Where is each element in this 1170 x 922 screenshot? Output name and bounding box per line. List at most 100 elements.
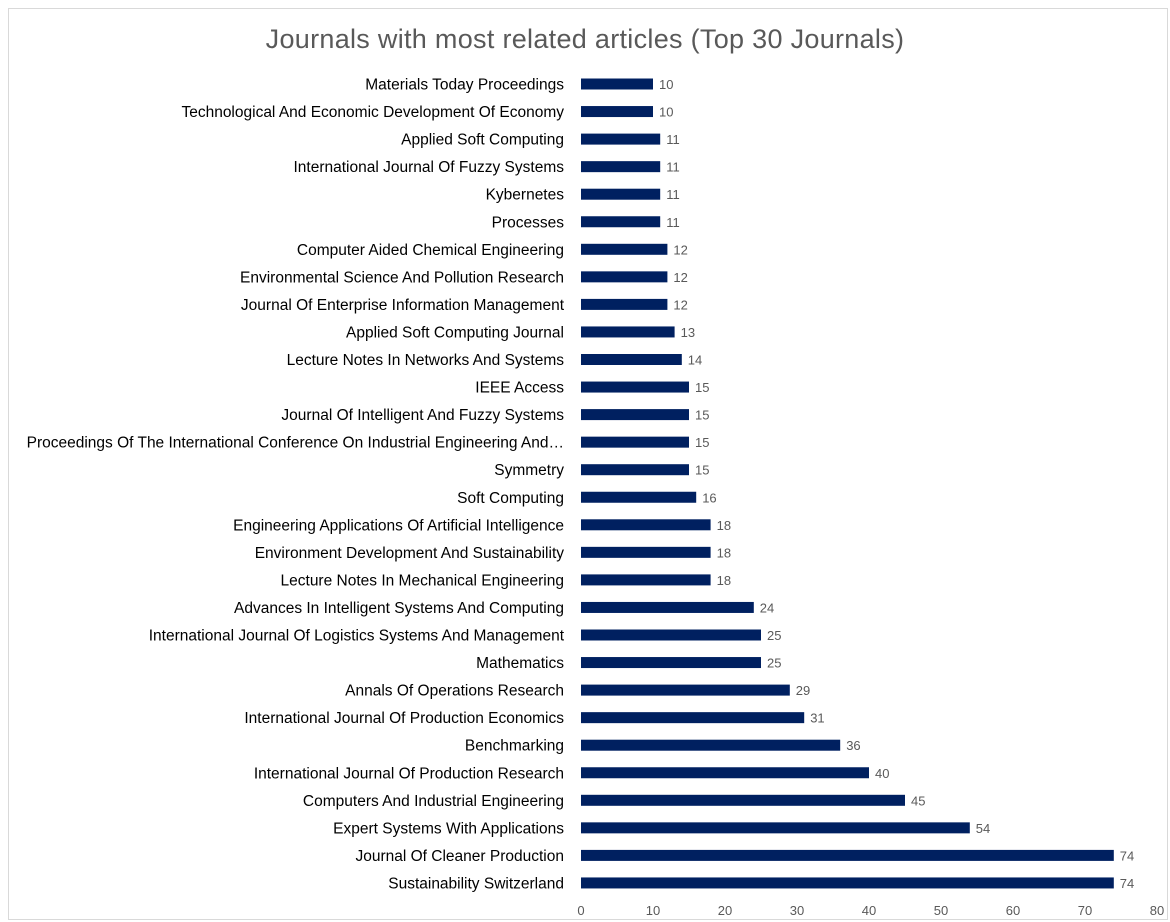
category-label: International Journal Of Production Rese… <box>254 765 564 782</box>
bar <box>581 546 711 558</box>
category-label: Journal Of Cleaner Production <box>355 848 564 865</box>
data-label: 31 <box>810 711 824 726</box>
bar <box>581 78 653 90</box>
data-label: 54 <box>976 821 990 836</box>
category-label: Sustainability Switzerland <box>388 875 564 892</box>
category-label: Applied Soft Computing <box>401 132 564 149</box>
x-tick-label: 0 <box>577 903 584 918</box>
category-label: Lecture Notes In Networks And Systems <box>287 352 565 369</box>
category-label: Technological And Economic Development O… <box>181 104 564 121</box>
category-label: Soft Computing <box>457 490 564 507</box>
bar <box>581 271 668 283</box>
data-label: 25 <box>767 628 781 643</box>
bar <box>581 629 761 641</box>
category-label: Expert Systems With Applications <box>333 820 564 837</box>
category-label: Computer Aided Chemical Engineering <box>297 242 564 259</box>
category-label: IEEE Access <box>475 380 564 397</box>
category-label: Symmetry <box>494 462 564 479</box>
data-label: 14 <box>688 353 702 368</box>
bar <box>581 436 689 448</box>
bar <box>581 574 711 586</box>
data-label: 11 <box>666 187 680 202</box>
category-label: Computers And Industrial Engineering <box>303 793 564 810</box>
data-label: 74 <box>1120 876 1134 891</box>
category-label: Mathematics <box>476 655 564 672</box>
category-label: Journal Of Enterprise Information Manage… <box>241 297 565 314</box>
bar <box>581 684 790 696</box>
x-tick-label: 30 <box>790 903 804 918</box>
bar <box>581 712 805 724</box>
data-label: 15 <box>695 463 709 478</box>
bar <box>581 298 668 310</box>
data-label: 11 <box>666 215 680 230</box>
data-label: 74 <box>1120 848 1134 863</box>
category-label: Annals Of Operations Research <box>345 683 564 700</box>
bar <box>581 767 869 779</box>
category-label: Advances In Intelligent Systems And Comp… <box>234 600 564 617</box>
data-label: 36 <box>846 738 860 753</box>
category-label: Environment Development And Sustainabili… <box>255 545 565 562</box>
bar <box>581 326 675 338</box>
bar <box>581 106 653 118</box>
category-label: International Journal Of Fuzzy Systems <box>293 159 564 176</box>
bar <box>581 739 841 751</box>
data-label: 18 <box>717 518 731 533</box>
x-tick-label: 70 <box>1078 903 1092 918</box>
category-label: Kybernetes <box>486 187 565 204</box>
bar <box>581 381 689 393</box>
data-label: 10 <box>659 77 673 92</box>
data-label: 15 <box>695 380 709 395</box>
bar <box>581 216 661 228</box>
chart-title: Journals with most related articles (Top… <box>265 24 905 54</box>
x-tick-label: 80 <box>1150 903 1164 918</box>
bar <box>581 133 661 145</box>
x-tick-label: 60 <box>1006 903 1020 918</box>
bar <box>581 243 668 255</box>
category-label: International Journal Of Production Econ… <box>244 710 564 727</box>
bar <box>581 354 682 365</box>
bar <box>581 519 711 531</box>
category-label: Proceedings Of The International Confere… <box>27 435 564 452</box>
data-label: 29 <box>796 683 810 698</box>
bar <box>581 822 970 834</box>
bar <box>581 601 754 613</box>
data-label: 25 <box>767 656 781 671</box>
data-label: 40 <box>875 766 889 781</box>
data-label: 18 <box>717 573 731 588</box>
category-label: Lecture Notes In Mechanical Engineering <box>281 572 564 589</box>
x-tick-label: 50 <box>934 903 948 918</box>
data-label: 12 <box>673 242 687 257</box>
data-label: 16 <box>702 490 716 505</box>
bar <box>581 657 761 669</box>
bar <box>581 794 905 806</box>
category-label: International Journal Of Logistics Syste… <box>149 628 565 645</box>
data-label: 11 <box>666 160 680 175</box>
bar <box>581 849 1114 861</box>
data-label: 15 <box>695 408 709 423</box>
x-tick-label: 10 <box>646 903 660 918</box>
bar <box>581 877 1114 889</box>
bar <box>581 491 697 503</box>
category-label: Processes <box>492 214 565 231</box>
category-label: Materials Today Proceedings <box>365 77 564 94</box>
bar <box>581 188 661 200</box>
bar <box>581 409 689 421</box>
data-label: 24 <box>760 600 774 615</box>
x-tick-label: 20 <box>718 903 732 918</box>
data-label: 13 <box>681 325 695 340</box>
category-label: Journal Of Intelligent And Fuzzy Systems <box>281 407 564 424</box>
bar <box>581 161 661 173</box>
bar <box>581 464 689 476</box>
x-tick-label: 40 <box>862 903 876 918</box>
category-label: Environmental Science And Pollution Rese… <box>240 269 564 286</box>
data-label: 11 <box>666 132 680 147</box>
data-label: 15 <box>695 435 709 450</box>
category-label: Engineering Applications Of Artificial I… <box>233 517 564 534</box>
category-label: Benchmarking <box>465 738 564 755</box>
data-label: 12 <box>673 297 687 312</box>
data-label: 10 <box>659 105 673 120</box>
data-label: 45 <box>911 793 925 808</box>
category-label: Applied Soft Computing Journal <box>346 324 564 341</box>
data-label: 18 <box>717 545 731 560</box>
